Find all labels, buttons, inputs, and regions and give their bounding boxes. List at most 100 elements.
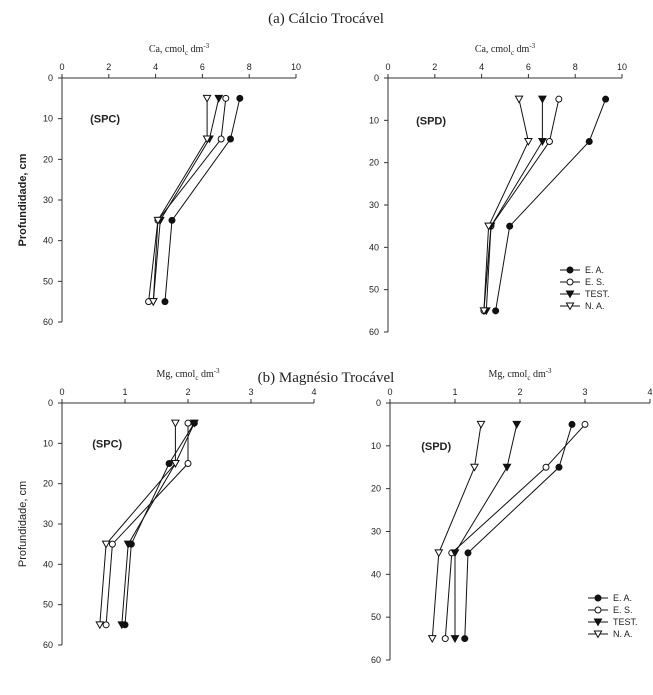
series-line xyxy=(124,422,195,625)
x-tick-label: 4 xyxy=(479,62,484,72)
y-tick-label: 20 xyxy=(369,158,379,168)
series-e-s xyxy=(441,420,589,643)
x-tick-label: 3 xyxy=(582,387,587,397)
data-point xyxy=(101,540,111,549)
series-line xyxy=(431,424,482,639)
data-point xyxy=(217,135,225,143)
series-n-a xyxy=(148,94,212,307)
data-point xyxy=(226,135,234,143)
data-point xyxy=(464,549,472,557)
data-point xyxy=(170,419,180,428)
x-tick-label: 10 xyxy=(291,62,301,72)
x-tick-label: 0 xyxy=(59,62,64,72)
series-line xyxy=(152,98,208,302)
legend-label: N. A. xyxy=(585,301,605,311)
y-tick-label: 50 xyxy=(43,276,53,286)
legend: E. A. E. S. TEST. N. A. xyxy=(560,265,610,311)
data-point xyxy=(450,549,460,558)
data-point xyxy=(189,419,199,428)
x-tick-label: 4 xyxy=(153,62,158,72)
x-tick-label: 6 xyxy=(200,62,205,72)
series-line xyxy=(148,98,227,302)
legend-marker xyxy=(594,594,602,602)
x-axis-title: Mg, cmolc dm-3 xyxy=(488,367,552,382)
data-point xyxy=(184,460,192,467)
series-line xyxy=(444,424,586,639)
y-tick-label: 40 xyxy=(369,242,379,252)
data-point xyxy=(202,94,212,103)
data-point xyxy=(434,549,444,558)
y-tick-label: 20 xyxy=(43,154,53,164)
data-point xyxy=(170,460,180,468)
y-tick-label: 0 xyxy=(48,398,53,408)
y-tick-label: 30 xyxy=(43,195,53,205)
title-calcio: (a) Cálcio Trocável xyxy=(268,11,384,27)
series-e-a xyxy=(121,419,198,629)
y-tick-label: 50 xyxy=(43,600,53,610)
x-tick-label: 10 xyxy=(617,62,627,72)
series-line xyxy=(454,424,518,639)
data-point xyxy=(476,420,486,429)
series-line xyxy=(99,423,176,625)
x-tick-label: 1 xyxy=(452,387,457,397)
x-tick-label: 8 xyxy=(247,62,252,72)
data-point xyxy=(502,463,512,472)
y-tick-label: 60 xyxy=(369,327,379,337)
y-axis-title: Profundidade, cm xyxy=(17,153,29,246)
data-point xyxy=(168,216,176,224)
y-tick-label: 10 xyxy=(371,441,381,451)
series-line xyxy=(495,99,607,311)
panel-label: (SPC) xyxy=(92,438,122,450)
data-point xyxy=(506,222,514,230)
y-tick-label: 40 xyxy=(43,236,53,246)
data-point xyxy=(123,540,133,549)
x-tick-label: 0 xyxy=(385,62,390,72)
x-axis-title: Mg, cmolc dm-3 xyxy=(156,367,220,382)
legend-label: E. A. xyxy=(585,265,604,275)
x-axis-title: Ca, cmolc dm-3 xyxy=(475,42,536,57)
data-point xyxy=(545,138,553,145)
panel-label: (SPD) xyxy=(416,115,446,127)
data-point xyxy=(214,94,224,103)
data-point xyxy=(537,138,547,146)
y-tick-label: 20 xyxy=(371,484,381,494)
y-tick-label: 30 xyxy=(43,519,53,529)
series-e-s xyxy=(480,95,563,315)
y-tick-label: 60 xyxy=(43,640,53,650)
panel-label: (SPC) xyxy=(90,114,120,126)
y-tick-label: 50 xyxy=(371,612,381,622)
x-tick-label: 3 xyxy=(248,387,253,397)
data-point xyxy=(427,635,437,644)
x-axis-title: Ca, cmolc dm-3 xyxy=(149,42,210,57)
series-line xyxy=(164,98,241,302)
data-point xyxy=(153,216,163,225)
data-point xyxy=(441,635,449,643)
y-tick-label: 40 xyxy=(43,559,53,569)
y-tick-label: 30 xyxy=(369,200,379,210)
legend-label: TEST. xyxy=(613,617,638,627)
legend-marker xyxy=(593,630,603,639)
data-point xyxy=(165,460,173,467)
series-n-a xyxy=(479,95,533,316)
legend-marker xyxy=(565,302,575,311)
data-point xyxy=(236,94,244,102)
y-tick-label: 0 xyxy=(374,73,379,83)
legend-label: E. A. xyxy=(613,593,632,603)
y-tick-label: 20 xyxy=(43,479,53,489)
series-test xyxy=(450,420,522,644)
series-line xyxy=(121,422,195,625)
legend-label: E. S. xyxy=(585,277,605,287)
legend-label: TEST. xyxy=(585,289,610,299)
data-point xyxy=(117,621,127,630)
x-tick-label: 0 xyxy=(387,387,392,397)
legend-marker xyxy=(593,618,603,627)
data-point xyxy=(161,298,169,306)
data-point xyxy=(222,94,230,102)
series-line xyxy=(483,99,529,311)
legend-marker xyxy=(565,290,575,299)
chart-panel-1: 0 2 4 6 8 10 0 10 20 30 40 50 60 Ca, cmolc dm-3 Profun… xyxy=(17,42,301,327)
data-point xyxy=(461,635,469,643)
legend-marker xyxy=(566,278,574,286)
legend-marker xyxy=(566,266,574,274)
